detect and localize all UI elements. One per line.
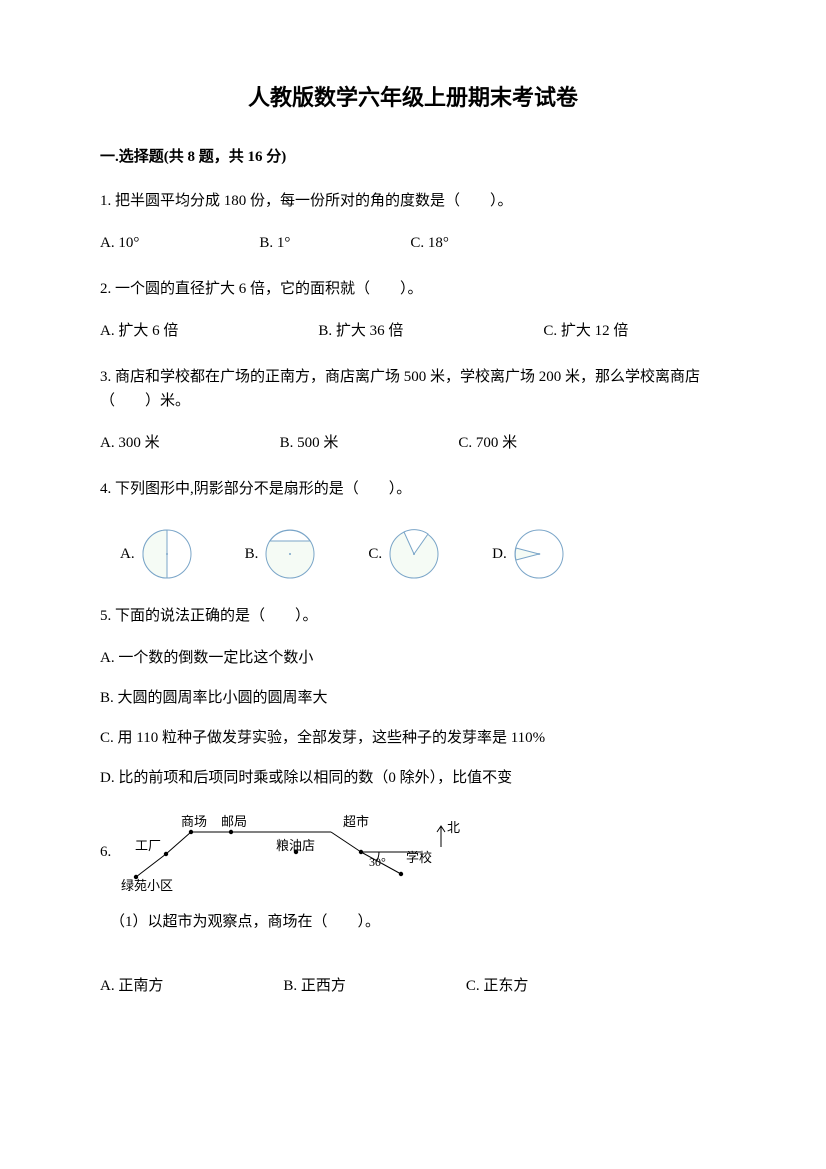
q5-opt-b: B. 大圆的圆周率比小圆的圆周率大 (100, 686, 726, 710)
q5-text: 5. 下面的说法正确的是（ ）。 (100, 604, 726, 628)
q3-opt-c: C. 700 米 (458, 431, 517, 455)
question-3: 3. 商店和学校都在广场的正南方，商店离广场 500 米，学校离广场 200 米… (100, 365, 726, 455)
q1-opt-a: A. 10° (100, 231, 139, 255)
q5-opt-a: A. 一个数的倒数一定比这个数小 (100, 646, 726, 670)
q6-map: 商场 邮局 超市 北 工厂 粮油店 30° 学校 绿苑小区 (121, 812, 481, 892)
q6-opt-a: A. 正南方 (100, 974, 163, 998)
svg-text:绿苑小区: 绿苑小区 (121, 878, 173, 892)
q4-text: 4. 下列图形中,阴影部分不是扇形的是（ ）。 (100, 477, 726, 501)
q6-sub1: （1）以超市为观察点，商场在（ ）。 (100, 910, 726, 934)
q4-label-b: B. (245, 542, 259, 566)
q2-opt-c: C. 扩大 12 倍 (543, 319, 628, 343)
q4-label-a: A. (120, 542, 135, 566)
q4-label-c: C. (368, 542, 382, 566)
q3-opt-b: B. 500 米 (280, 431, 339, 455)
q3-text: 3. 商店和学校都在广场的正南方，商店离广场 500 米，学校离广场 200 米… (100, 365, 726, 413)
q6-opt-c: C. 正东方 (466, 974, 529, 998)
svg-text:粮油店: 粮油店 (276, 838, 315, 853)
q6-opt-b: B. 正西方 (283, 974, 346, 998)
q4-figure-d: D. (492, 526, 567, 582)
q4-label-d: D. (492, 542, 507, 566)
q6-num: 6. (100, 840, 111, 864)
q2-opt-a: A. 扩大 6 倍 (100, 319, 178, 343)
q5-opt-d: D. 比的前项和后项同时乘或除以相同的数（0 除外），比值不变 (100, 766, 726, 790)
svg-text:工厂: 工厂 (135, 838, 161, 853)
section-header: 一.选择题(共 8 题，共 16 分) (100, 145, 726, 169)
q1-text: 1. 把半圆平均分成 180 份，每一份所对的角的度数是（ ）。 (100, 189, 726, 213)
question-5: 5. 下面的说法正确的是（ ）。 A. 一个数的倒数一定比这个数小 B. 大圆的… (100, 604, 726, 790)
question-1: 1. 把半圆平均分成 180 份，每一份所对的角的度数是（ ）。 A. 10° … (100, 189, 726, 255)
q4-figure-b: B. (245, 526, 319, 582)
page-title: 人教版数学六年级上册期末考试卷 (100, 80, 726, 115)
q2-text: 2. 一个圆的直径扩大 6 倍，它的面积就（ ）。 (100, 277, 726, 301)
question-6: 6. 商场 邮局 超市 北 工厂 (100, 812, 726, 998)
question-2: 2. 一个圆的直径扩大 6 倍，它的面积就（ ）。 A. 扩大 6 倍 B. 扩… (100, 277, 726, 343)
svg-text:超市: 超市 (343, 814, 369, 829)
svg-text:邮局: 邮局 (221, 814, 247, 829)
q1-opt-c: C. 18° (410, 231, 449, 255)
q1-opt-b: B. 1° (259, 231, 290, 255)
svg-text:北: 北 (447, 820, 460, 835)
q4-figure-a: A. (120, 526, 195, 582)
q2-opt-b: B. 扩大 36 倍 (318, 319, 403, 343)
svg-text:学校: 学校 (406, 850, 432, 865)
question-4: 4. 下列图形中,阴影部分不是扇形的是（ ）。 A. B. C. (100, 477, 726, 582)
q4-figure-c: C. (368, 526, 442, 582)
svg-text:商场: 商场 (181, 814, 207, 829)
q3-opt-a: A. 300 米 (100, 431, 160, 455)
q5-opt-c: C. 用 110 粒种子做发芽实验，全部发芽，这些种子的发芽率是 110% (100, 726, 726, 750)
svg-text:30°: 30° (369, 855, 386, 869)
